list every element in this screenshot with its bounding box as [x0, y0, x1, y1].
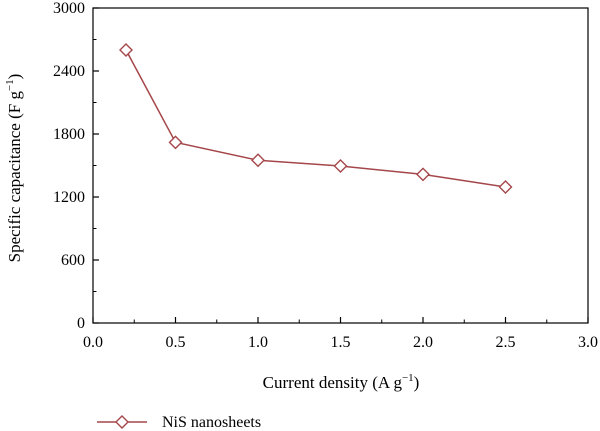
data-point-marker: [251, 153, 265, 168]
x-tick-label: 2.0: [413, 334, 433, 351]
x-tick-label: 0.5: [166, 334, 186, 351]
y-tick-label: 0: [77, 315, 85, 332]
x-axis-title: Current density (A g−1): [263, 372, 420, 392]
legend: NiS nanosheets: [97, 414, 261, 431]
data-point-marker: [119, 43, 133, 57]
y-axis-title: Specific capacitance (F g−1): [4, 74, 24, 263]
series-layer: [119, 43, 513, 195]
y-tick-label: 600: [61, 252, 85, 269]
y-tick-label: 1200: [53, 189, 85, 206]
x-axis-ticks: 0.0 0.5 1.0 1.5 2.0 2.5 3.0: [83, 317, 598, 351]
y-tick-label: 1800: [53, 126, 85, 143]
y-tick-label: 2400: [53, 63, 85, 80]
plot-frame: [92, 7, 589, 324]
y-axis-ticks: 0 600 1200 1800 2400 3000: [53, 0, 99, 332]
x-tick-label: 2.5: [496, 334, 516, 351]
series-line: [125, 49, 506, 188]
x-tick-label: 3.0: [578, 334, 598, 351]
x-tick-label: 1.5: [331, 334, 351, 351]
x-tick-label: 0.0: [83, 334, 103, 351]
x-tick-label: 1.0: [248, 334, 268, 351]
y-tick-label: 3000: [53, 0, 85, 17]
legend-label: NiS nanosheets: [162, 414, 261, 431]
data-point-marker: [333, 159, 348, 174]
data-point-marker: [498, 180, 513, 195]
legend-marker: [115, 415, 129, 429]
data-point-marker: [168, 135, 183, 150]
data-point-marker: [416, 167, 430, 182]
